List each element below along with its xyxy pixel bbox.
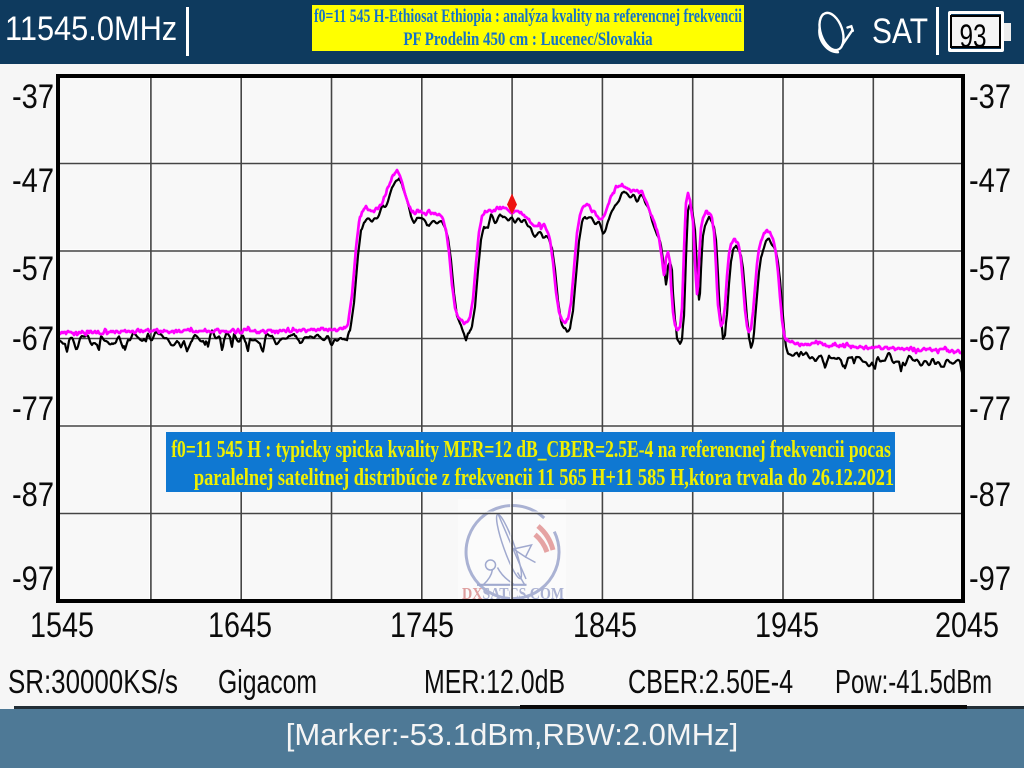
svg-text:-37: -37: [12, 78, 54, 116]
svg-text:-47: -47: [969, 162, 1011, 200]
svg-text:-77: -77: [12, 390, 54, 428]
svg-text:-67: -67: [969, 320, 1011, 358]
svg-text:1745: 1745: [390, 606, 454, 645]
svg-text:-47: -47: [12, 162, 54, 200]
svg-text:1845: 1845: [573, 606, 637, 645]
svg-text:-87: -87: [12, 476, 54, 514]
svg-text:-77: -77: [969, 390, 1011, 428]
svg-text:-97: -97: [969, 560, 1011, 598]
svg-text:SATCS.COM: SATCS.COM: [483, 584, 565, 603]
svg-text:-87: -87: [969, 476, 1011, 514]
svg-text:-67: -67: [12, 320, 54, 358]
svg-text:-57: -57: [12, 250, 54, 288]
svg-text:2045: 2045: [935, 606, 999, 645]
svg-text:-57: -57: [969, 250, 1011, 288]
svg-text:-37: -37: [969, 78, 1011, 116]
svg-text:-97: -97: [12, 560, 54, 598]
svg-text:DX: DX: [462, 584, 483, 603]
svg-text:1945: 1945: [755, 606, 819, 645]
svg-text:1545: 1545: [30, 606, 94, 645]
svg-text:1645: 1645: [208, 606, 272, 645]
